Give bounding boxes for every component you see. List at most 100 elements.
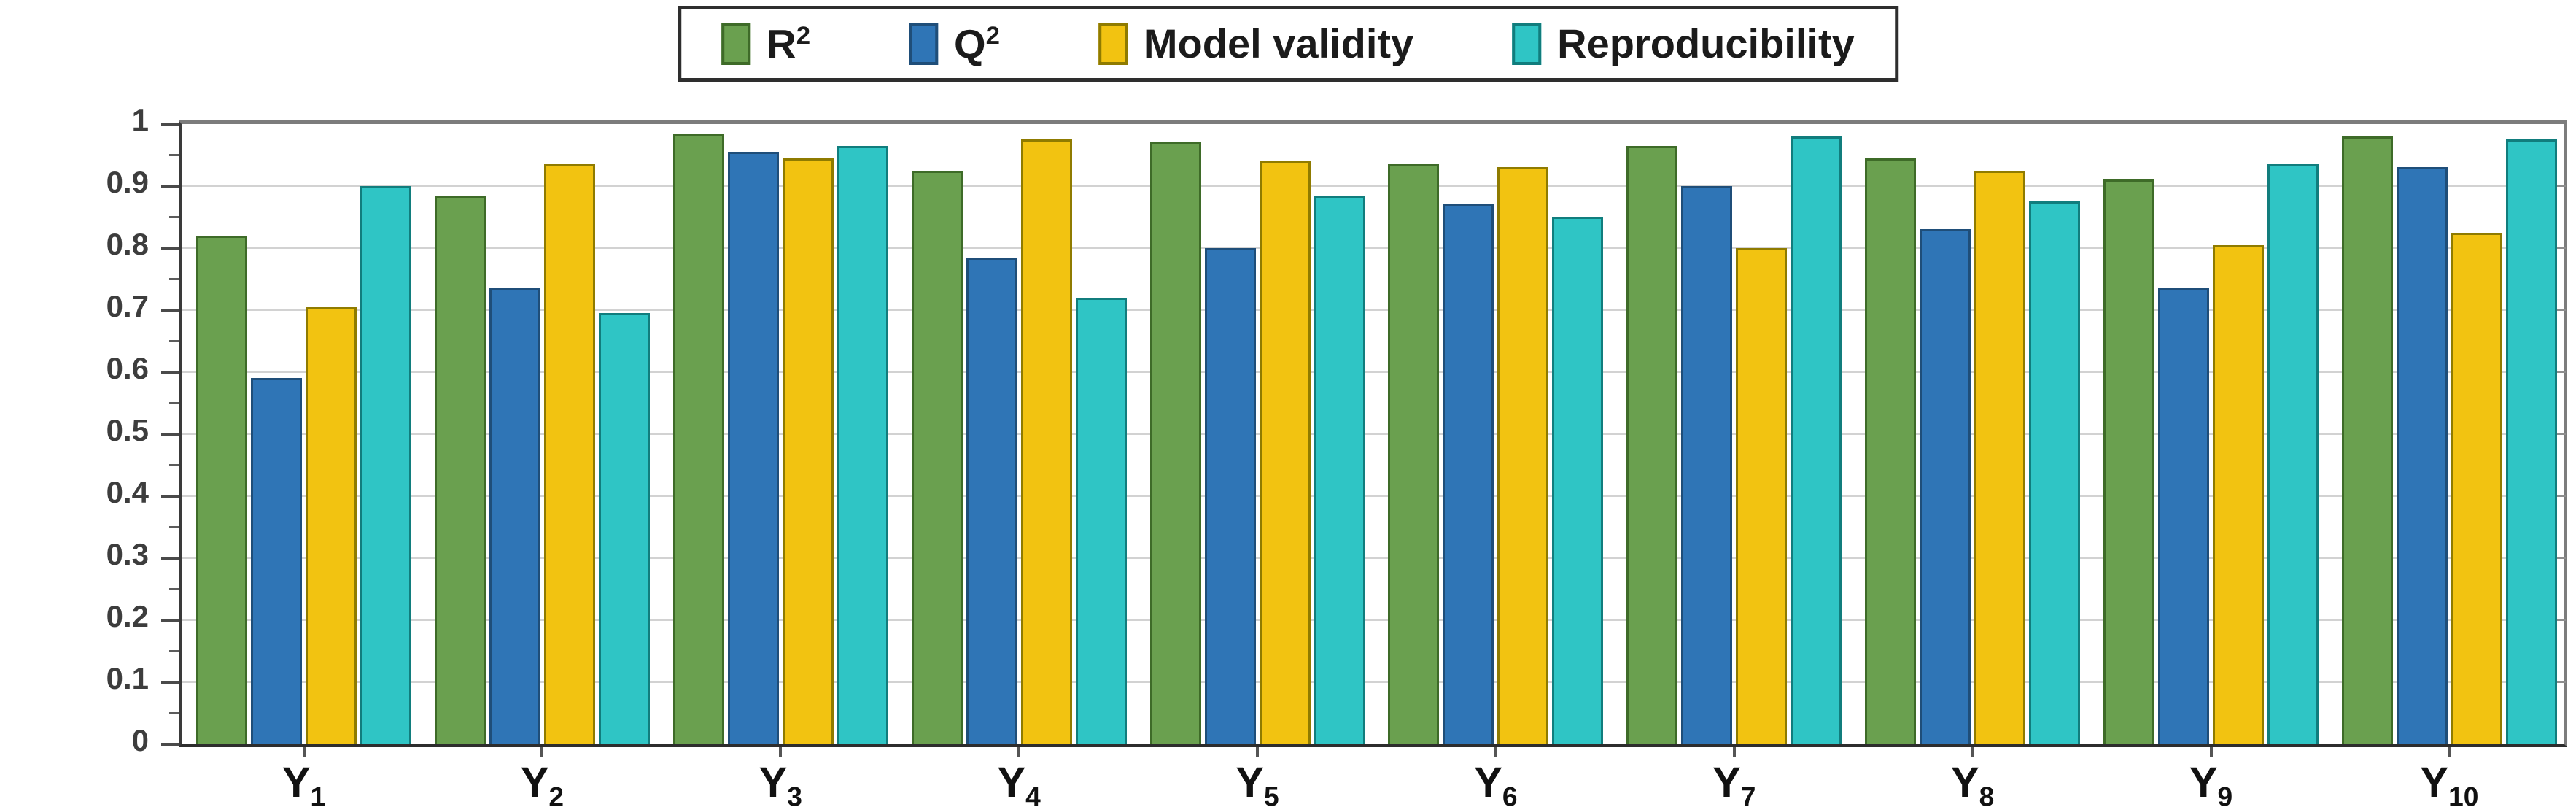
axis-tick <box>169 402 179 404</box>
bar-model-validity <box>1736 248 1788 744</box>
bar-q2 <box>966 258 1017 744</box>
bar-group-y2: Y2 <box>434 164 650 807</box>
y-tick-label: 0.9 <box>106 165 149 199</box>
bar-reproducibility <box>2505 139 2557 744</box>
axis-tick <box>169 216 179 218</box>
y-tick-label: 0.3 <box>106 537 149 571</box>
axis-tick <box>2553 185 2566 187</box>
gridline <box>182 185 2564 187</box>
x-tick-label: Y4 <box>997 759 1041 807</box>
bar-r2 <box>2103 179 2154 744</box>
y-tick-label: 0.6 <box>106 351 149 385</box>
axis-tick <box>161 557 179 560</box>
bar-model-validity <box>782 158 834 744</box>
axis-tick <box>169 526 179 528</box>
bar-model-validity <box>2213 245 2264 744</box>
x-axis-tick <box>1732 747 1736 757</box>
axis-tick <box>161 123 179 126</box>
axis-tick <box>2553 371 2566 373</box>
axis-tick <box>161 371 179 374</box>
bar-model-validity <box>1259 161 1311 744</box>
plot-area: Y1 Y2 Y3 Y4 Y5 Y6 Y7 Y8 Y9 Y10 <box>161 120 2567 807</box>
legend-item-r2: R2 <box>721 23 810 65</box>
bar-q2 <box>1443 204 1494 744</box>
bar-reproducibility <box>2029 201 2081 744</box>
bar-r2 <box>1626 146 1678 744</box>
x-tick-label: Y3 <box>759 759 802 807</box>
y-tick-label: 0.5 <box>106 413 149 447</box>
x-axis-tick <box>1256 747 1259 757</box>
bar-r2 <box>2341 136 2393 744</box>
gridline <box>182 371 2564 373</box>
bar-reproducibility <box>360 186 411 744</box>
axis-tick <box>169 154 179 156</box>
bar-model-validity <box>543 164 595 744</box>
bar-group-y6: Y6 <box>1388 164 1604 807</box>
bar-reproducibility <box>2267 164 2319 744</box>
axis-tick <box>2553 247 2566 249</box>
bar-model-validity <box>1974 171 2026 744</box>
x-tick-label: Y9 <box>2189 759 2233 807</box>
y-tick-label: 0.4 <box>106 475 149 509</box>
x-axis-tick <box>1971 747 1974 757</box>
legend-item-model-validity: Model validity <box>1098 23 1413 65</box>
axis-tick <box>161 247 179 250</box>
bar-group-y1: Y1 <box>196 186 411 807</box>
x-tick-label: Y1 <box>282 759 326 807</box>
bar-model-validity <box>2451 233 2502 744</box>
legend-label: Reproducibility <box>1557 20 1855 66</box>
x-tick-label: Y10 <box>2420 759 2479 807</box>
bar-q2 <box>1920 229 1971 744</box>
x-axis-tick <box>779 747 783 757</box>
legend-label: Model validity <box>1143 20 1414 66</box>
axis-tick <box>169 588 179 590</box>
y-tick-label: 0.8 <box>106 227 149 261</box>
axis-tick <box>169 712 179 714</box>
bar-model-validity <box>1497 167 1549 744</box>
bar-group-y9: Y9 <box>2103 164 2319 807</box>
bar-reproducibility <box>837 146 888 744</box>
bar-group-y8: Y8 <box>1865 158 2081 807</box>
legend-swatch-icon <box>1512 23 1542 65</box>
gridline <box>182 681 2564 683</box>
legend-label: R2 <box>767 20 810 67</box>
legend-swatch-icon <box>909 23 938 65</box>
bar-r2 <box>911 171 963 744</box>
x-tick-label: Y5 <box>1235 759 1279 807</box>
axis-tick <box>161 681 179 684</box>
x-axis-tick <box>540 747 544 757</box>
axis-tick <box>169 650 179 652</box>
y-tick-label: 1 <box>131 103 149 137</box>
gridline <box>182 495 2564 497</box>
gridline <box>182 619 2564 621</box>
axis-tick <box>161 309 179 312</box>
legend: R2 Q2 Model validity Reproducibility <box>678 6 1898 82</box>
gridline <box>182 557 2564 559</box>
bar-r2 <box>672 134 724 744</box>
axis-tick <box>2553 681 2566 683</box>
gridline <box>182 433 2564 435</box>
x-axis-tick <box>302 747 306 757</box>
bar-r2 <box>1388 164 1440 744</box>
bar-q2 <box>727 152 779 744</box>
bar-model-validity <box>1020 139 1072 744</box>
bar-r2 <box>196 236 247 744</box>
bar-group-y7: Y7 <box>1626 136 1842 807</box>
gridline <box>182 309 2564 311</box>
x-tick-label: Y2 <box>520 759 565 807</box>
axis-tick <box>2553 557 2566 559</box>
bar-group-y10: Y10 <box>2341 136 2557 807</box>
bar-group-y4: Y4 <box>911 139 1127 807</box>
bar-reproducibility <box>598 313 650 744</box>
axis-tick <box>2553 309 2566 311</box>
y-tick-label: 0.1 <box>106 661 149 695</box>
axis-tick <box>2553 495 2566 497</box>
x-tick-label: Y8 <box>1950 759 1995 807</box>
legend-label: Q2 <box>954 20 1000 67</box>
y-axis-labels: 1 0.9 0.8 0.7 0.6 0.5 0.4 0.3 0.2 0.1 0 <box>0 105 175 756</box>
axis-tick <box>169 464 179 466</box>
y-tick-label: 0 <box>131 723 149 757</box>
bar-q2 <box>251 378 302 744</box>
bar-group-y5: Y5 <box>1149 142 1365 807</box>
axis-tick <box>169 340 179 342</box>
